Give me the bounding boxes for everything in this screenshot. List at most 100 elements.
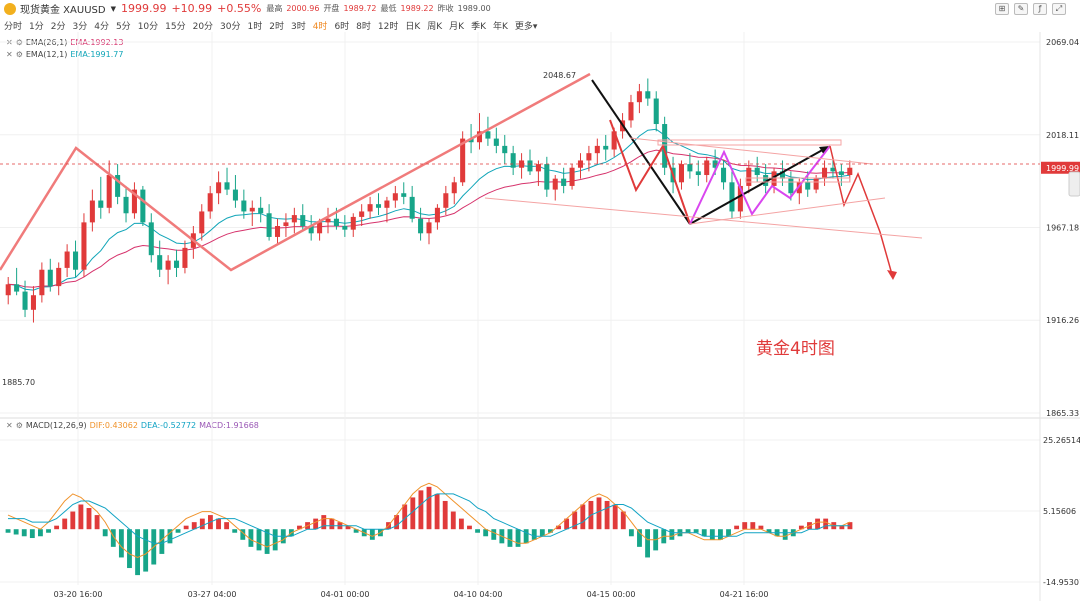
period-19[interactable]: 月K: [449, 21, 465, 32]
gear-icon[interactable]: ⚙: [15, 50, 23, 59]
candle-body: [14, 284, 20, 292]
period-20[interactable]: 季K: [471, 21, 486, 32]
candle-body: [662, 124, 668, 168]
y-tick-label: 1967.18: [1046, 224, 1079, 233]
period-0[interactable]: 分时: [4, 21, 23, 32]
period-10[interactable]: 1时: [247, 21, 263, 32]
candle-body: [64, 251, 70, 268]
candle-body: [561, 178, 567, 186]
side-panel-toggle[interactable]: [1068, 171, 1080, 197]
period-6[interactable]: 10分: [137, 21, 159, 32]
chart-type-icon[interactable]: ⊞: [995, 3, 1009, 15]
candle-body: [274, 226, 281, 237]
open-label: 开盘: [323, 4, 340, 13]
period-12[interactable]: 3时: [290, 21, 306, 32]
period-7[interactable]: 15分: [165, 21, 186, 32]
y-tick-label: 1916.26: [1046, 316, 1079, 325]
macd-bar: [94, 515, 100, 530]
candlestick-series: [5, 78, 853, 323]
period-9[interactable]: 30分: [220, 21, 241, 32]
macd-bar: [62, 518, 68, 530]
period-3[interactable]: 3分: [72, 21, 88, 32]
candle-body: [510, 153, 516, 168]
candle-body: [333, 218, 339, 227]
macd-bar: [531, 529, 537, 540]
macd-bar: [596, 497, 602, 530]
candle-body: [81, 222, 87, 270]
candle-body: [636, 91, 642, 103]
draw-tool-icon[interactable]: ✎: [1014, 3, 1028, 15]
period-5[interactable]: 5分: [115, 21, 131, 32]
macd-bar: [110, 529, 116, 547]
macd-bar: [604, 500, 610, 530]
macd-bar: [475, 529, 480, 533]
macd-bar: [483, 529, 489, 537]
candle-body: [30, 295, 36, 310]
candle-body: [73, 251, 79, 270]
candle-body: [796, 182, 802, 194]
macd-bar: [159, 529, 165, 554]
macd-legend: ✕ ⚙ MACD(12,26,9) DIF:0.43062 DEA:-0.527…: [6, 421, 259, 430]
macd-bar: [580, 504, 586, 530]
candle-body: [535, 164, 541, 172]
macd-bar: [248, 529, 254, 547]
period-13[interactable]: 4时: [312, 21, 328, 32]
period-8[interactable]: 20分: [192, 21, 214, 32]
gear-icon[interactable]: ⚙: [15, 421, 23, 430]
forecast-arrowhead: [887, 270, 897, 280]
open-value: 1989.72: [343, 4, 377, 13]
period-21[interactable]: 年K: [492, 21, 508, 32]
period-11[interactable]: 2时: [269, 21, 284, 32]
macd-bar: [458, 518, 464, 530]
indicator-icon[interactable]: ƒ: [1033, 3, 1047, 15]
period-22[interactable]: 更多▾: [514, 21, 538, 32]
macd-bar: [13, 529, 19, 535]
magenta-wave-line: [689, 145, 831, 225]
macd-bar: [839, 525, 845, 530]
candle-body: [291, 215, 297, 223]
close-icon[interactable]: ✕: [6, 421, 13, 430]
macd-bar: [297, 525, 302, 530]
candle-body: [434, 207, 440, 223]
period-14[interactable]: 6时: [334, 21, 350, 32]
candle-body: [241, 200, 247, 212]
candle-body: [737, 185, 743, 212]
symbol-dropdown-icon[interactable]: ▼: [110, 4, 116, 13]
high-annotation: 2048.67: [543, 71, 576, 80]
y-tick-label: 2018.11: [1046, 131, 1079, 140]
period-16[interactable]: 12时: [377, 21, 399, 32]
period-2[interactable]: 2分: [50, 21, 66, 32]
macd-bar: [637, 529, 642, 547]
macd-bar: [143, 529, 149, 572]
candle-body: [813, 178, 819, 190]
close-icon[interactable]: ✕: [6, 50, 13, 59]
macd-bar: [628, 529, 634, 537]
macd-bar: [256, 529, 262, 551]
macd-bar: [564, 518, 570, 530]
candle-body: [89, 200, 95, 223]
red-forecast-line: [829, 145, 894, 279]
fullscreen-icon[interactable]: ⤢: [1052, 3, 1066, 15]
period-1[interactable]: 1分: [29, 21, 44, 32]
symbol-title[interactable]: 现货黄金 XAUUSD: [20, 5, 106, 16]
candle-body: [577, 160, 584, 168]
triangle-top: [689, 197, 886, 225]
period-4[interactable]: 4分: [94, 21, 109, 32]
macd-bar: [216, 518, 221, 530]
macd-bar: [118, 529, 124, 558]
candle-body: [375, 204, 382, 208]
candle-body: [325, 218, 331, 223]
candle-body: [123, 196, 129, 214]
range-box: [745, 177, 851, 183]
period-17[interactable]: 日K: [405, 21, 421, 32]
period-15[interactable]: 8时: [356, 21, 371, 32]
candle-body: [359, 211, 365, 217]
ema12-value: EMA:1991.77: [70, 50, 124, 59]
toolbar: ⊞ ✎ ƒ ⤢: [995, 3, 1066, 15]
candle-body: [106, 175, 112, 208]
candle-body: [544, 164, 550, 190]
macd-bar: [491, 529, 497, 540]
grid-lines: [0, 32, 1080, 601]
period-18[interactable]: 周K: [427, 21, 443, 32]
